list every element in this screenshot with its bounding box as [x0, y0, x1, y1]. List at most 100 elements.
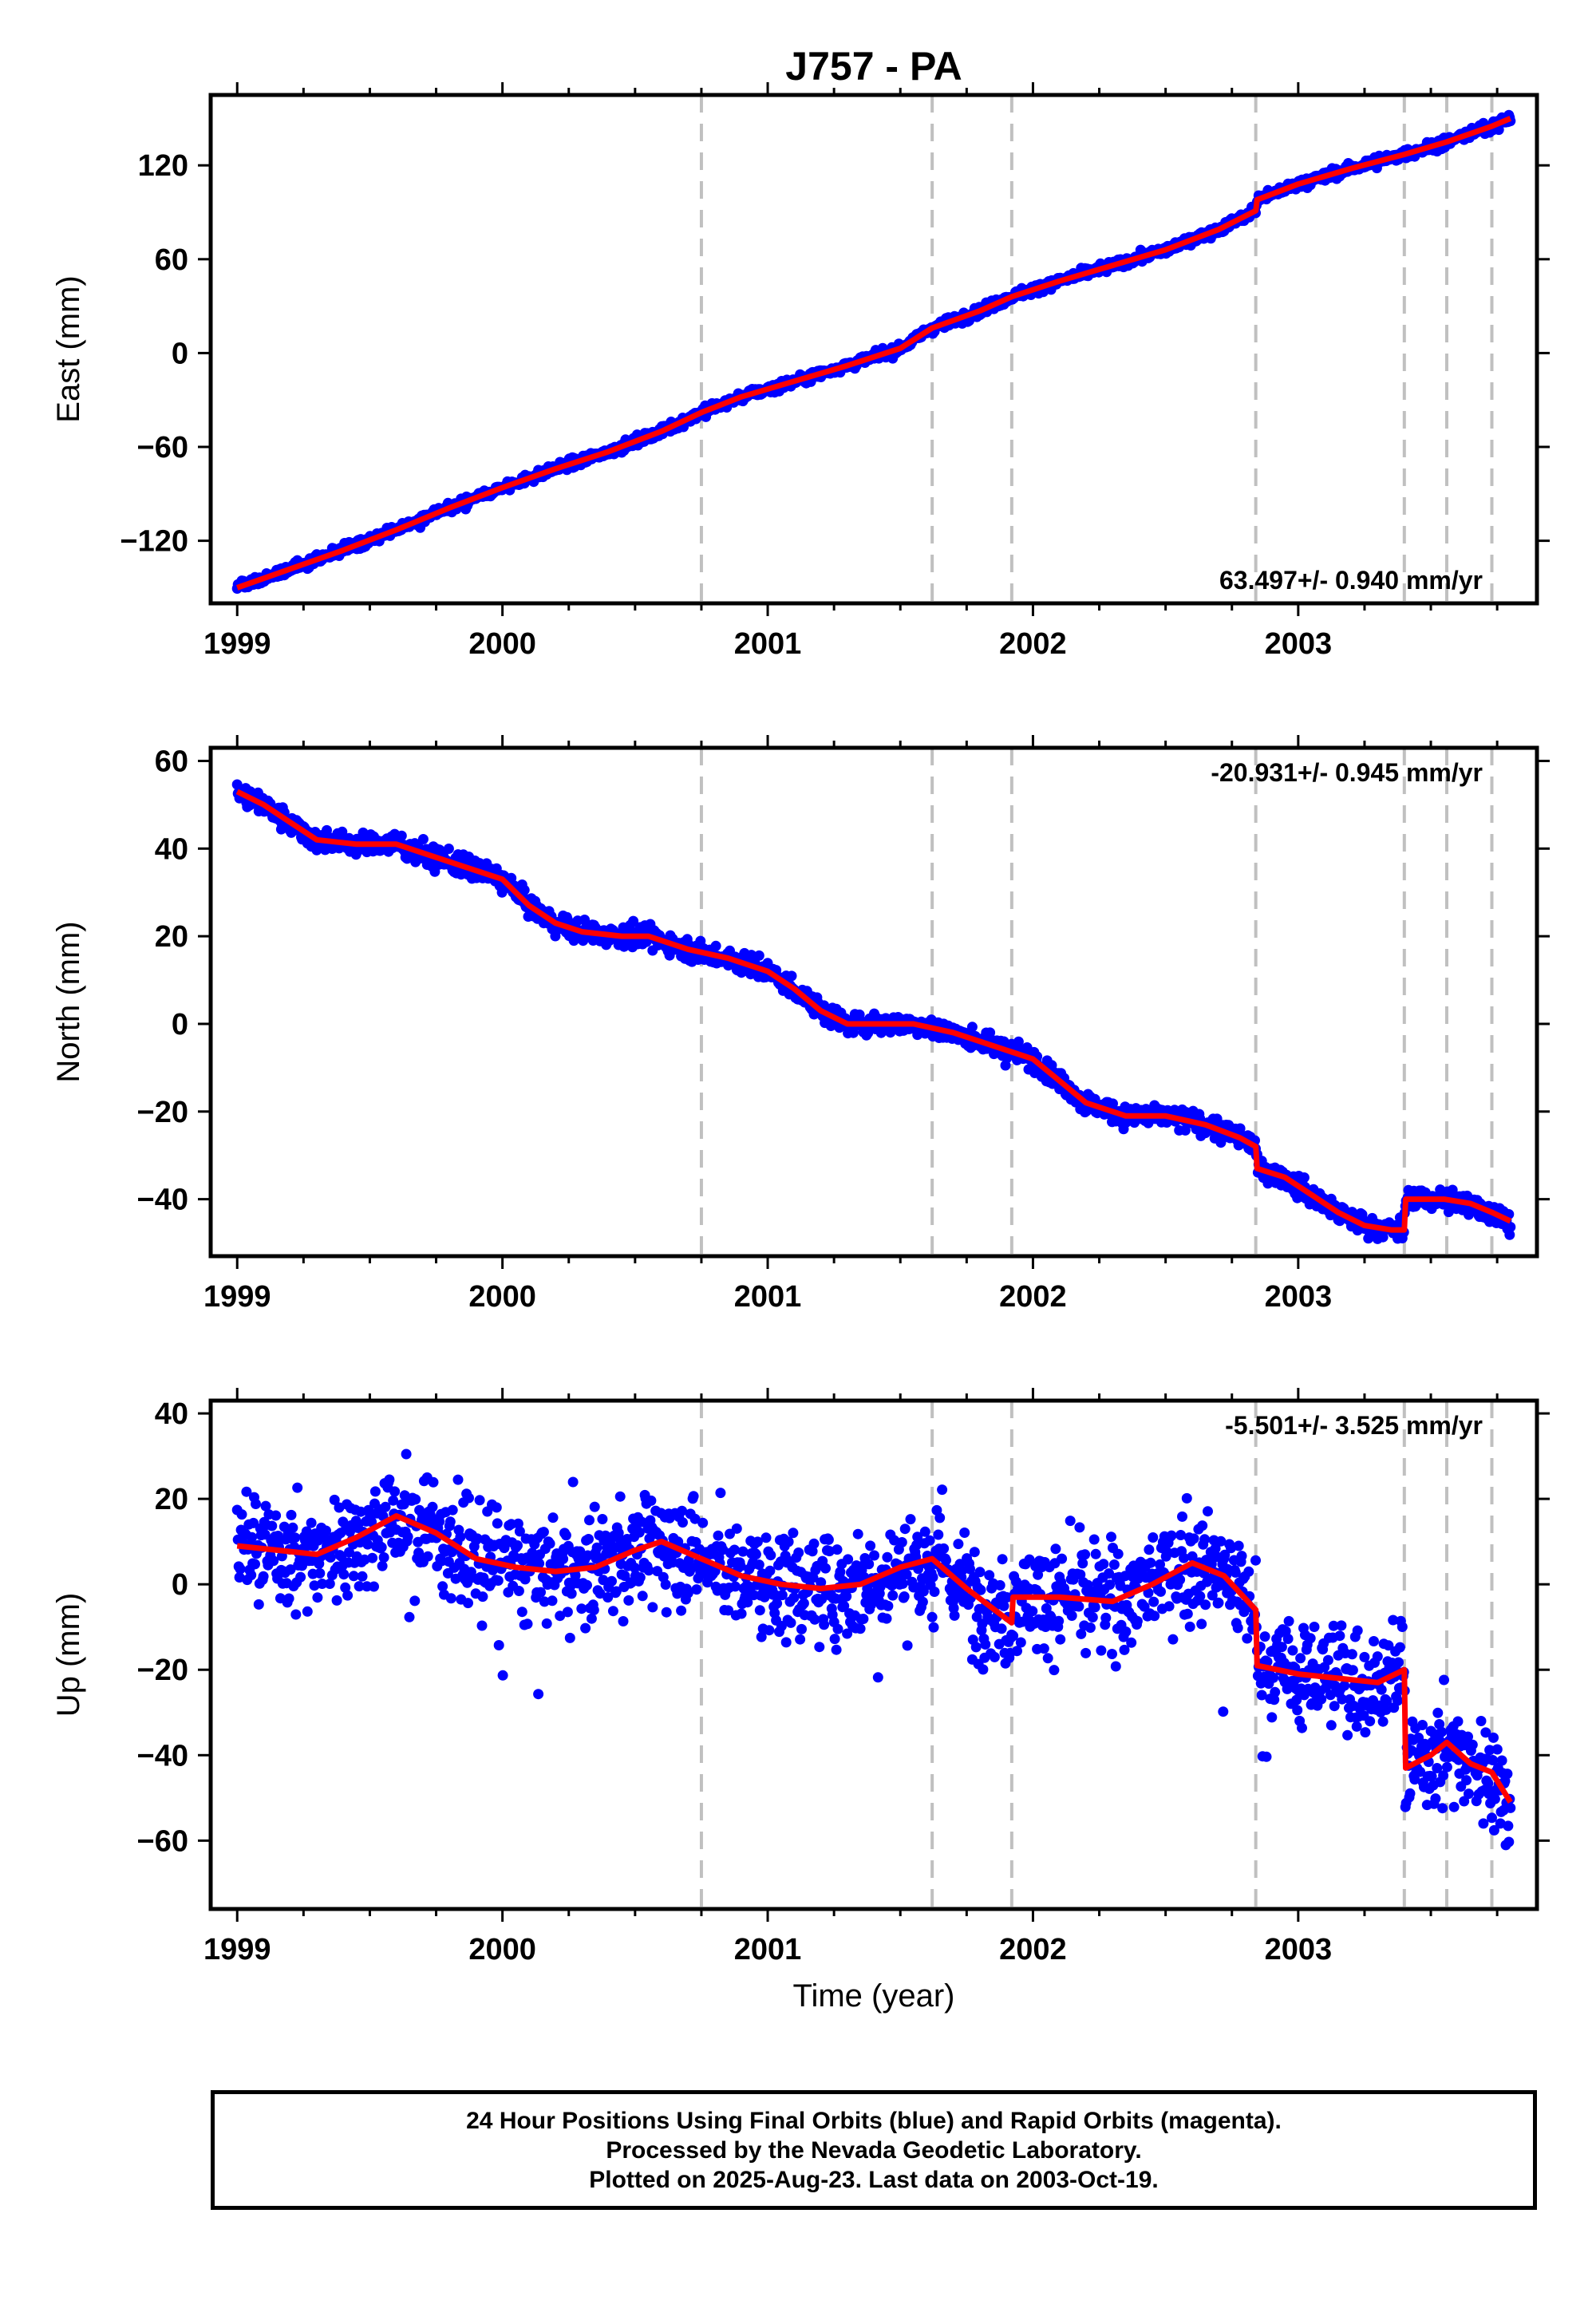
observation-point [493, 1640, 504, 1650]
observation-point [1080, 1549, 1091, 1560]
observation-point [1089, 1602, 1100, 1613]
observation-point [1073, 1601, 1084, 1612]
observation-point [311, 844, 322, 856]
observation-point [1155, 1559, 1165, 1570]
observation-point [612, 1542, 623, 1552]
observation-point [957, 1565, 968, 1576]
observation-point [1144, 1544, 1155, 1555]
observation-point [852, 1528, 863, 1539]
observation-point [597, 1514, 608, 1524]
observation-point [1042, 1653, 1053, 1664]
observation-point [619, 1571, 630, 1582]
observation-point [1388, 1614, 1399, 1626]
observation-point [476, 1620, 488, 1631]
observation-point [737, 1546, 749, 1557]
observation-point [344, 1547, 354, 1558]
observation-point [841, 1591, 852, 1602]
observation-point [1087, 1612, 1098, 1622]
observation-point [491, 1502, 502, 1513]
observation-point [1339, 1680, 1350, 1691]
observation-point [682, 1587, 693, 1599]
observation-point [912, 1531, 923, 1543]
observation-point [522, 1618, 533, 1630]
observation-point [544, 1538, 555, 1549]
observation-point [325, 1552, 336, 1563]
observation-point [1195, 1591, 1206, 1602]
observation-point [539, 1596, 550, 1607]
observation-point [492, 1518, 503, 1529]
y-tick-label: 40 [155, 832, 188, 866]
observation-point [723, 1605, 734, 1616]
observation-point [1156, 1586, 1166, 1597]
observation-point [1080, 1647, 1092, 1658]
observation-point [236, 1509, 247, 1520]
observation-point [796, 1623, 807, 1634]
observation-point [1337, 1694, 1348, 1705]
observation-point [1218, 1706, 1229, 1717]
observation-point [785, 1617, 796, 1628]
observation-point [660, 1579, 671, 1590]
observation-point [1112, 1548, 1124, 1559]
observation-point [901, 1569, 912, 1580]
x-tick-label: 2001 [734, 1280, 802, 1314]
observation-point [902, 1640, 913, 1651]
observation-point [1266, 1712, 1278, 1723]
observation-point [519, 884, 530, 895]
observation-point [564, 1632, 575, 1643]
observation-point [290, 1609, 302, 1620]
observation-point [736, 1608, 747, 1619]
observation-point [820, 1563, 831, 1574]
observation-point [808, 1538, 820, 1549]
observation-point [445, 1593, 456, 1604]
observation-point [1132, 1615, 1143, 1626]
observation-point [329, 1494, 340, 1505]
observation-point [1295, 1653, 1306, 1664]
observation-point [614, 1533, 625, 1544]
observation-point [917, 1596, 928, 1607]
observation-point [1219, 1549, 1231, 1560]
observation-point [1175, 1574, 1186, 1585]
x-tick-label: 2000 [468, 627, 536, 661]
observation-point [292, 1482, 303, 1493]
observation-point [1066, 1611, 1077, 1621]
observation-point [858, 1614, 869, 1624]
plot-frame [208, 745, 1539, 1259]
observation-point [832, 1623, 843, 1634]
observation-point [823, 1534, 834, 1545]
observation-point [602, 1592, 614, 1603]
observation-point [717, 1544, 729, 1555]
observation-point [1179, 1552, 1189, 1563]
observation-point [455, 1531, 466, 1543]
observation-point [1213, 1597, 1224, 1608]
observation-point [661, 1607, 672, 1618]
observation-point [735, 1560, 746, 1571]
observation-point [1404, 1788, 1416, 1799]
observation-point [710, 940, 721, 951]
observation-point [1015, 1637, 1026, 1648]
observation-point [994, 1579, 1005, 1591]
y-tick-label: 20 [155, 920, 188, 954]
observation-point [338, 1569, 350, 1580]
observation-point [715, 1488, 726, 1499]
observation-point [855, 1623, 866, 1634]
x-tick-label: 2000 [468, 1280, 536, 1314]
y-tick-label: −20 [137, 1096, 188, 1129]
model-line [236, 116, 1512, 591]
observation-point [287, 1522, 298, 1533]
observation-point [760, 1532, 772, 1543]
observation-point [1360, 1727, 1371, 1738]
observation-point [1351, 1721, 1362, 1732]
observation-point [809, 1614, 820, 1625]
y-axis-label: North (mm) [51, 921, 86, 1082]
observation-point [764, 1565, 776, 1576]
observation-point [989, 1651, 1000, 1662]
observation-point [998, 1600, 1009, 1611]
observation-point [742, 1597, 753, 1608]
observation-point [985, 1027, 996, 1038]
observation-point [897, 1578, 908, 1589]
y-tick-label: 120 [138, 149, 188, 183]
x-tick-label: 2003 [1265, 1280, 1333, 1314]
observation-point [562, 1607, 573, 1618]
